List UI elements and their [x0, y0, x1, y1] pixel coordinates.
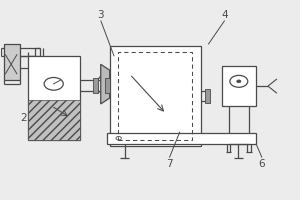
Text: 3: 3: [98, 10, 104, 20]
Bar: [93, 78, 98, 93]
Bar: [205, 89, 210, 103]
Circle shape: [44, 77, 63, 90]
Bar: [105, 78, 110, 93]
Bar: [222, 66, 256, 106]
Bar: [4, 44, 20, 80]
Text: 7: 7: [166, 159, 173, 169]
Bar: [28, 56, 80, 140]
Bar: [118, 52, 192, 140]
Text: 2: 2: [20, 113, 26, 123]
Polygon shape: [101, 64, 110, 104]
Bar: [107, 133, 256, 144]
Bar: [110, 46, 201, 146]
Bar: [28, 100, 80, 140]
Text: 6: 6: [259, 159, 265, 169]
Circle shape: [230, 75, 248, 87]
Text: 4: 4: [221, 10, 228, 20]
Circle shape: [237, 80, 241, 83]
